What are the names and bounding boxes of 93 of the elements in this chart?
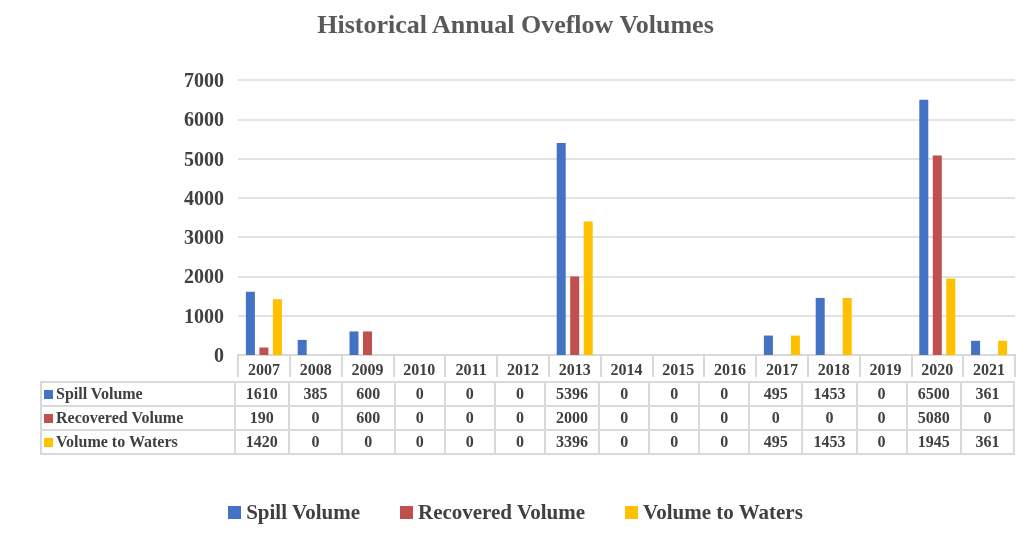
data-label: 2000: [544, 406, 600, 430]
data-label: 1453: [802, 430, 857, 454]
bar: [245, 291, 255, 355]
x-tick-label: 2017: [765, 360, 798, 378]
data-label: 0: [699, 430, 750, 454]
data-label: 0: [494, 430, 545, 454]
data-label: 0: [288, 430, 342, 454]
data-label: 0: [960, 406, 1014, 430]
bar: [349, 331, 359, 355]
x-tick-label: 2009: [351, 360, 384, 378]
data-label: 0: [649, 382, 700, 406]
data-label: 0: [341, 430, 395, 454]
x-tick-label: 2013: [558, 360, 591, 378]
bar: [259, 347, 269, 355]
x-tick-label: 2018: [817, 360, 850, 378]
data-label: 1945: [906, 430, 961, 454]
data-label: 0: [599, 406, 650, 430]
text: Spill Volume: [246, 500, 360, 524]
data-label: 190: [234, 406, 289, 430]
data-label: 6500: [906, 382, 961, 406]
bar: [815, 297, 825, 355]
legend-label: Volume to Waters: [41, 430, 235, 454]
data-label: 600: [341, 382, 395, 406]
x-tick-label: 2016: [714, 360, 747, 378]
data-label: 3396: [544, 430, 600, 454]
bar: [363, 331, 372, 355]
bar: [919, 99, 929, 355]
y-tick-label: 3000: [184, 226, 224, 249]
data-label: 361: [960, 382, 1014, 406]
data-label: 0: [802, 406, 857, 430]
text: Recovered Volume: [417, 500, 585, 524]
bar: [946, 278, 956, 355]
bar: [556, 143, 566, 355]
data-label: 1610: [234, 382, 289, 406]
data-label: 0: [394, 406, 445, 430]
y-tick-label: 5000: [184, 147, 224, 170]
data-label: 385: [288, 382, 342, 406]
data-label: 495: [749, 430, 803, 454]
data-label: 0: [444, 430, 495, 454]
data-label: 0: [856, 382, 907, 406]
data-label: 361: [960, 430, 1014, 454]
y-tick-label: 7000: [184, 69, 224, 91]
data-label: 0: [494, 382, 545, 406]
data-label: 0: [649, 406, 700, 430]
data-label: 0: [749, 406, 803, 430]
x-tick-label: 2007: [247, 360, 280, 378]
x-tick-label: 2015: [662, 360, 695, 378]
legend-label: Recovered Volume: [41, 406, 235, 430]
data-label: 5396: [544, 382, 600, 406]
data-label: 495: [749, 382, 803, 406]
y-tick-label: 2000: [184, 265, 224, 288]
x-tick-label: 2011: [455, 360, 487, 378]
x-tick-label: 2020: [921, 360, 954, 378]
legend-label: Spill Volume: [41, 382, 235, 406]
data-label: 0: [856, 430, 907, 454]
bar: [570, 276, 580, 355]
data-label: 1453: [802, 382, 857, 406]
bar: [272, 299, 282, 355]
y-tick-label: 6000: [184, 108, 224, 131]
y-tick-label: 4000: [184, 186, 224, 209]
bar: [932, 155, 942, 355]
chart-title: Historical Annual Oveflow Volumes: [317, 9, 714, 39]
x-tick-label: 2014: [610, 360, 643, 378]
y-tick-label: 1000: [184, 304, 224, 327]
data-label: 0: [394, 430, 445, 454]
bar: [763, 335, 773, 355]
x-tick-label: 2021: [973, 360, 1006, 378]
data-label: 0: [394, 382, 445, 406]
y-tick-label: 0: [214, 344, 224, 366]
x-tick-label: 2008: [299, 360, 332, 378]
data-label: 0: [856, 406, 907, 430]
data-label: 0: [288, 406, 342, 430]
data-label: 0: [444, 382, 495, 406]
data-label: 0: [444, 406, 495, 430]
data-label: 0: [494, 406, 545, 430]
data-label: 5080: [906, 406, 961, 430]
data-label: 0: [699, 382, 750, 406]
bar: [842, 297, 852, 355]
x-tick-label: 2012: [506, 360, 539, 378]
data-label: 1420: [234, 430, 289, 454]
data-label: 0: [699, 406, 750, 430]
bar: [790, 335, 800, 355]
x-tick-label: 2010: [403, 360, 436, 378]
bar: [297, 339, 307, 355]
x-tick-label: 2019: [869, 360, 902, 378]
data-label: 0: [599, 430, 650, 454]
data-label: 0: [649, 430, 700, 454]
bar: [971, 340, 981, 355]
data-label: 600: [341, 406, 395, 430]
data-label: 0: [599, 382, 650, 406]
bar: [583, 221, 593, 355]
text: Volume to Waters: [643, 500, 803, 524]
bar: [998, 340, 1008, 355]
